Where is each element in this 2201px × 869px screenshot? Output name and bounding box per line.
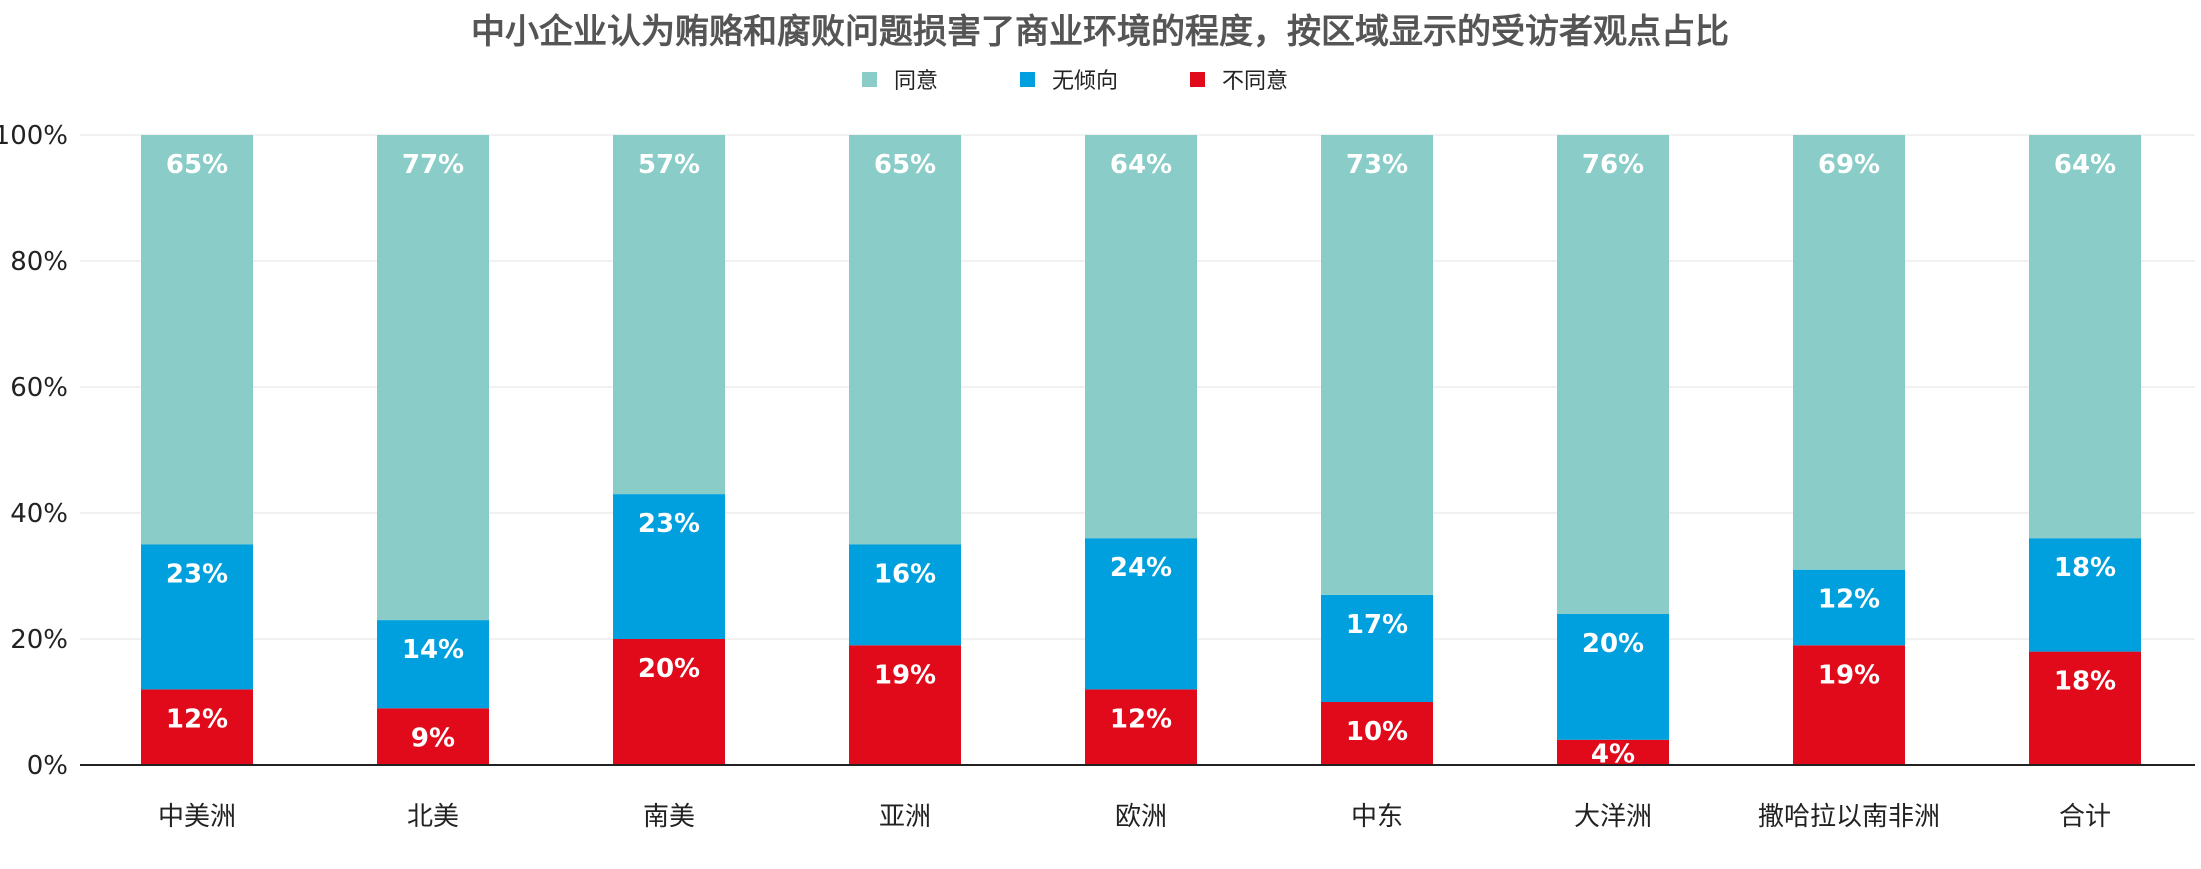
data-label: 14% bbox=[402, 635, 464, 665]
data-label: 65% bbox=[874, 150, 936, 180]
x-axis: 中美洲 北美 南美 亚洲 欧洲 中东 大洋洲 撒哈拉以南非洲 合计 bbox=[80, 764, 2195, 832]
bar-stack: 20% 23% 57% bbox=[613, 135, 725, 765]
bar-segment bbox=[1085, 689, 1197, 765]
bar-segment bbox=[2029, 135, 2141, 539]
bar-segment bbox=[613, 135, 725, 495]
x-tick-label: 北美 bbox=[407, 802, 459, 832]
bar-stack: 4%20%76% bbox=[1557, 135, 1669, 769]
data-label: 73% bbox=[1346, 150, 1408, 180]
data-label: 19% bbox=[1818, 660, 1880, 690]
data-label: 10% bbox=[1346, 717, 1408, 747]
bar-segment bbox=[1557, 135, 1669, 614]
bar-segment bbox=[1557, 739, 1669, 765]
bar-stack: 12% 24% 64% bbox=[1085, 135, 1197, 765]
bar-segment bbox=[1085, 135, 1197, 539]
bars: 12% 23% 65% 9% 14% 77% 20% 23% 57% 19% 16% 65% 12% 24… bbox=[141, 135, 2141, 769]
legend: 同意 无倾向 不同意 bbox=[862, 69, 1288, 94]
data-label: 23% bbox=[166, 560, 228, 590]
data-label: 12% bbox=[1818, 585, 1880, 615]
x-tick-label: 撒哈拉以南非洲 bbox=[1758, 802, 1940, 832]
bar-segment bbox=[141, 135, 253, 545]
bar-stack: 19% 12% 69% bbox=[1793, 135, 1905, 765]
bar-segment bbox=[1085, 538, 1197, 690]
data-label: 64% bbox=[2054, 150, 2116, 180]
bar-segment bbox=[377, 620, 489, 709]
bar-segment bbox=[1321, 135, 1433, 595]
x-tick-label: 中东 bbox=[1351, 802, 1403, 832]
y-tick-label: 0% bbox=[27, 751, 68, 781]
x-tick-label: 欧洲 bbox=[1115, 802, 1167, 832]
y-tick-label: 20% bbox=[10, 625, 68, 655]
data-label: 20% bbox=[1582, 629, 1644, 659]
data-label: 24% bbox=[1110, 553, 1172, 583]
data-label: 16% bbox=[874, 560, 936, 590]
bar-segment bbox=[1793, 569, 1905, 646]
y-tick-label: 100% bbox=[0, 121, 68, 151]
data-label: 12% bbox=[166, 704, 228, 734]
bar-segment bbox=[2029, 651, 2141, 765]
bar-segment bbox=[849, 544, 961, 646]
data-label: 9% bbox=[411, 723, 455, 753]
x-tick-label: 中美洲 bbox=[158, 802, 236, 832]
data-label: 76% bbox=[1582, 150, 1644, 180]
bar-segment bbox=[141, 689, 253, 765]
bar-segment bbox=[1793, 645, 1905, 765]
data-label: 18% bbox=[2054, 553, 2116, 583]
data-label: 64% bbox=[1110, 150, 1172, 180]
bar-segment bbox=[2029, 538, 2141, 652]
legend-swatch bbox=[862, 72, 877, 87]
y-tick-label: 60% bbox=[10, 373, 68, 403]
bar-stack: 12% 23% 65% bbox=[141, 135, 253, 765]
chart-title: 中小企业认为贿赂和腐败问题损害了商业环境的程度，按区域显示的受访者观点占比 bbox=[471, 12, 1729, 52]
data-label: 20% bbox=[638, 654, 700, 684]
data-label: 19% bbox=[874, 660, 936, 690]
bar-segment bbox=[377, 708, 489, 765]
x-tick-label: 合计 bbox=[2059, 802, 2111, 832]
data-label: 69% bbox=[1818, 150, 1880, 180]
data-label: 23% bbox=[638, 509, 700, 539]
bar-segment bbox=[1793, 135, 1905, 570]
y-axis: 0% 20% 40% 60% 80% 100% bbox=[0, 121, 68, 781]
data-label: 77% bbox=[402, 150, 464, 180]
bar-segment bbox=[1321, 594, 1433, 702]
bar-segment bbox=[1321, 702, 1433, 765]
data-label: 17% bbox=[1346, 610, 1408, 640]
data-label: 12% bbox=[1110, 704, 1172, 734]
bar-stack: 10% 17% 73% bbox=[1321, 135, 1433, 765]
legend-swatch bbox=[1190, 72, 1205, 87]
bar-segment bbox=[1557, 613, 1669, 740]
bar-stack: 18% 18% 64% bbox=[2029, 135, 2141, 765]
x-tick-label: 亚洲 bbox=[879, 802, 931, 832]
bar-segment bbox=[613, 494, 725, 639]
x-tick-label: 南美 bbox=[643, 802, 695, 832]
bar-stack: 19% 16% 65% bbox=[849, 135, 961, 765]
legend-label: 同意 bbox=[894, 69, 938, 94]
y-tick-label: 80% bbox=[10, 247, 68, 277]
data-label: 18% bbox=[2054, 667, 2116, 697]
legend-label: 不同意 bbox=[1222, 69, 1288, 94]
legend-swatch bbox=[1020, 72, 1035, 87]
y-tick-label: 40% bbox=[10, 499, 68, 529]
bar-stack: 9% 14% 77% bbox=[377, 135, 489, 765]
bar-segment bbox=[141, 544, 253, 690]
bar-segment bbox=[849, 135, 961, 545]
x-tick-label: 大洋洲 bbox=[1574, 802, 1652, 832]
bar-segment bbox=[613, 639, 725, 765]
bar-segment bbox=[849, 645, 961, 765]
legend-label: 无倾向 bbox=[1052, 69, 1118, 94]
bar-segment bbox=[377, 135, 489, 621]
data-label: 65% bbox=[166, 150, 228, 180]
data-label: 57% bbox=[638, 150, 700, 180]
